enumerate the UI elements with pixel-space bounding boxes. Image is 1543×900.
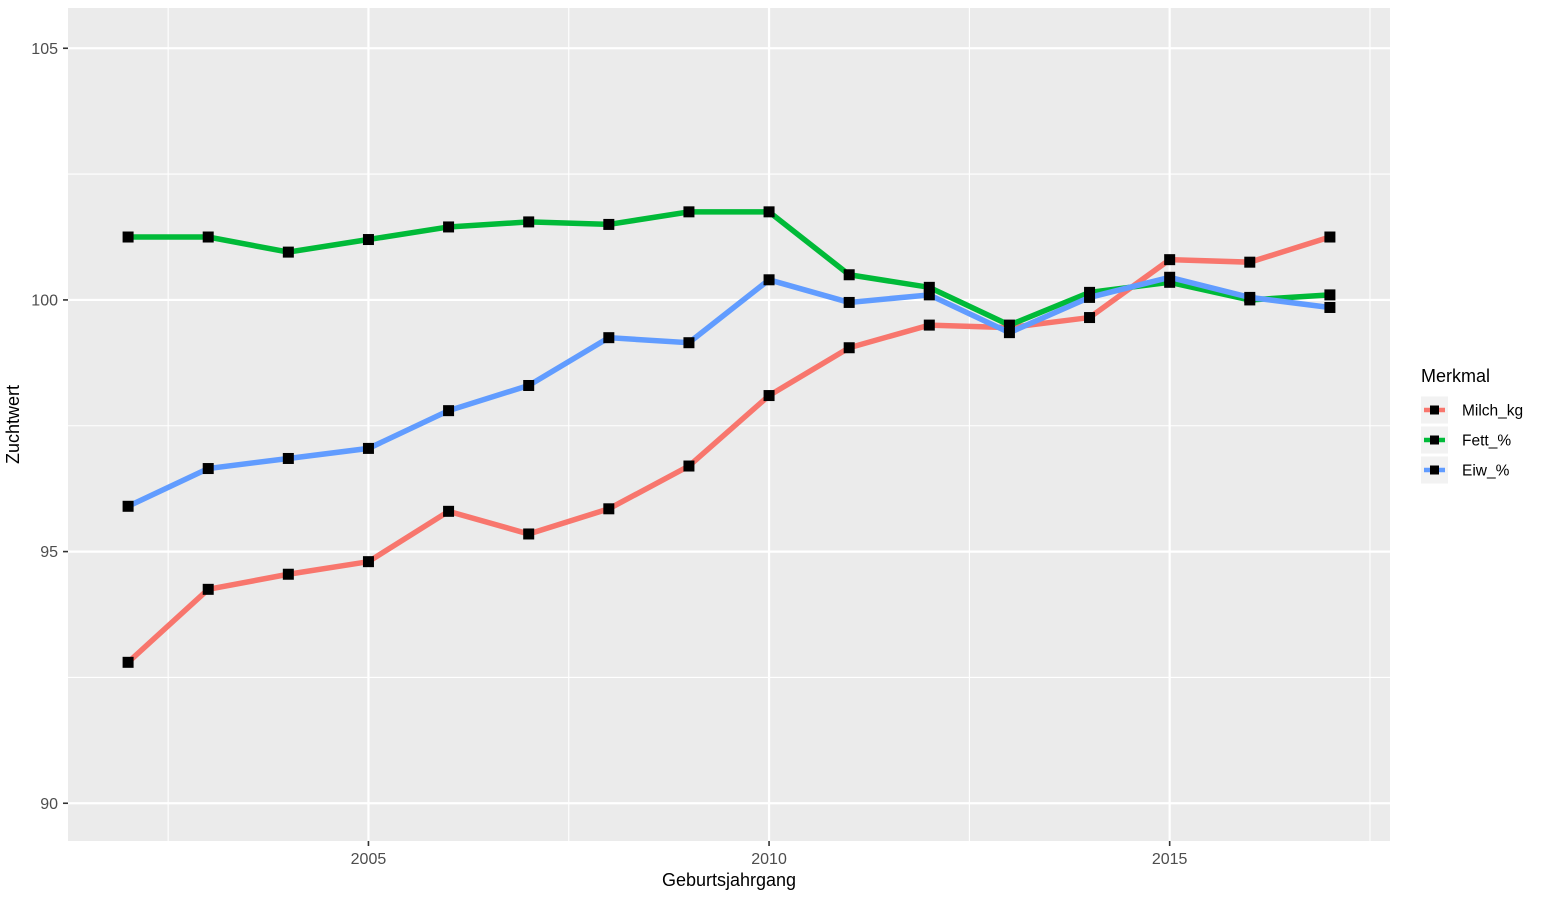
data-point-Fett_%-2003: [202, 231, 214, 243]
data-point-Milch_kg-2002: [122, 656, 134, 668]
data-point-Milch_kg-2004: [282, 568, 294, 580]
data-point-Milch_kg-2016: [1244, 256, 1256, 268]
data-point-Eiw_%-2015: [1164, 271, 1176, 283]
data-point-Milch_kg-2009: [683, 460, 695, 472]
data-point-Milch_kg-2017: [1324, 231, 1336, 243]
y-tick-label-105: 105: [31, 41, 58, 58]
series-line-Eiw_%: [126, 274, 1331, 509]
data-point-Eiw_%-2007: [523, 379, 535, 391]
legend-label-Eiw_%: Eiw_%: [1462, 463, 1510, 480]
legend-item-Eiw_%: Eiw_%: [1421, 456, 1510, 484]
axis-tick-marks: [63, 47, 1171, 846]
x-tick-label-2015: 2015: [1152, 851, 1188, 868]
data-point-Eiw_%-2005: [362, 442, 374, 454]
data-point-Fett_%-2011: [843, 269, 855, 281]
legend-key-marker-Milch_kg: [1430, 405, 1439, 415]
data-point-Eiw_%-2014: [1084, 291, 1096, 303]
major-gridlines: [68, 8, 1390, 841]
data-point-Milch_kg-2011: [843, 342, 855, 354]
data-point-Eiw_%-2016: [1244, 291, 1256, 303]
legend-item-Milch_kg: Milch_kg: [1421, 396, 1523, 424]
data-point-Milch_kg-2015: [1164, 254, 1176, 266]
data-point-Fett_%-2017: [1324, 289, 1336, 301]
x-tick-label-2005: 2005: [351, 851, 387, 868]
legend: Merkmal Milch_kg Fett_% Eiw_%: [1421, 366, 1523, 484]
panel-background: [68, 8, 1390, 841]
data-point-Eiw_%-2004: [282, 452, 294, 464]
data-point-Eiw_%-2017: [1324, 301, 1336, 313]
data-point-Eiw_%-2012: [923, 289, 935, 301]
data-point-Milch_kg-2006: [443, 505, 455, 517]
data-point-Milch_kg-2014: [1084, 312, 1096, 324]
legend-label-Fett_%: Fett_%: [1462, 433, 1511, 450]
data-point-Milch_kg-2010: [763, 390, 775, 402]
x-tick-label-2010: 2010: [751, 851, 787, 868]
data-point-Fett_%-2007: [523, 216, 535, 228]
data-point-Eiw_%-2008: [603, 332, 615, 344]
data-point-Eiw_%-2002: [122, 500, 134, 512]
legend-item-Fett_%: Fett_%: [1421, 426, 1511, 454]
data-point-Fett_%-2012: [923, 281, 935, 293]
x-axis-title: Geburtsjahrgang: [662, 870, 796, 890]
data-point-Fett_%-2008: [603, 218, 615, 230]
y-axis-tick-labels: 90 95 100 105: [31, 41, 58, 813]
data-point-Eiw_%-2013: [1003, 327, 1015, 339]
data-point-Eiw_%-2003: [202, 463, 214, 475]
y-tick-label-90: 90: [40, 796, 58, 813]
data-point-Milch_kg-2005: [362, 556, 374, 568]
y-tick-label-95: 95: [40, 544, 58, 561]
data-point-Milch_kg-2003: [202, 583, 214, 595]
data-point-Milch_kg-2007: [523, 528, 535, 540]
data-point-Fett_%-2005: [362, 234, 374, 246]
legend-title: Merkmal: [1421, 366, 1490, 386]
x-axis-tick-labels: 2005 2010 2015: [351, 851, 1188, 868]
series-Eiw_%: [122, 271, 1336, 512]
data-point-Fett_%-2004: [282, 246, 294, 258]
data-point-Milch_kg-2008: [603, 503, 615, 515]
data-point-Milch_kg-2012: [923, 319, 935, 331]
data-point-Fett_%-2013: [1003, 319, 1015, 331]
data-point-Eiw_%-2011: [843, 296, 855, 308]
data-point-Fett_%-2002: [122, 231, 134, 243]
legend-key-marker-Fett_%: [1430, 435, 1439, 445]
legend-label-Milch_kg: Milch_kg: [1462, 403, 1523, 420]
y-axis-title: Zuchtwert: [3, 385, 23, 464]
legend-key-marker-Eiw_%: [1430, 465, 1439, 475]
data-point-Fett_%-2010: [763, 206, 775, 218]
data-point-Eiw_%-2009: [683, 337, 695, 349]
y-tick-label-100: 100: [31, 292, 58, 309]
data-point-Eiw_%-2010: [763, 274, 775, 286]
data-point-Fett_%-2009: [683, 206, 695, 218]
data-point-Fett_%-2006: [443, 221, 455, 233]
data-point-Eiw_%-2006: [443, 405, 455, 417]
